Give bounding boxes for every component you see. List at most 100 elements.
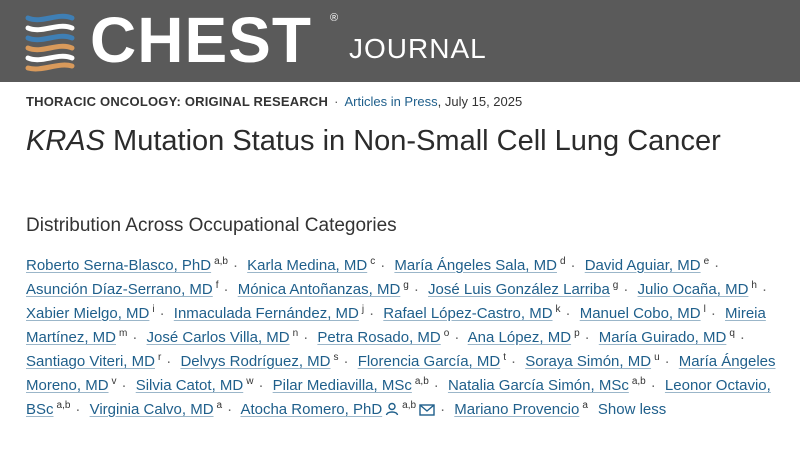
author-name-link[interactable]: Ana López, MD bbox=[467, 329, 572, 346]
author-affiliation-sup[interactable]: g bbox=[403, 280, 409, 291]
author-affiliation-sup[interactable]: q bbox=[729, 328, 735, 339]
author-name-link[interactable]: Santiago Viteri, MD bbox=[26, 353, 155, 370]
author-affiliation-sup[interactable]: e bbox=[703, 256, 710, 267]
author-name-link[interactable]: Xabier Mielgo, MD bbox=[26, 305, 150, 322]
show-less-button[interactable]: Show less bbox=[597, 401, 667, 418]
author-entry: Pilar Mediavilla, MSc a,b bbox=[272, 376, 429, 395]
author-name-link[interactable]: Petra Rosado, MD bbox=[317, 329, 441, 346]
article-subtitle: Distribution Across Occupational Categor… bbox=[26, 215, 397, 236]
author-entry: Rafael López-Castro, MD k bbox=[383, 304, 561, 323]
author-name-link[interactable]: Karla Medina, MD bbox=[247, 257, 368, 274]
author-name-link[interactable]: Virginia Calvo, MD bbox=[89, 401, 214, 418]
author-name-link[interactable]: Delvys Rodríguez, MD bbox=[180, 353, 331, 370]
author-separator: · bbox=[454, 329, 460, 346]
author-name-link[interactable]: Julio Ocaña, MD bbox=[637, 281, 749, 298]
author-affiliation-sup[interactable]: a,b bbox=[402, 400, 417, 411]
author-name-link[interactable]: Mónica Antoñanzas, MD bbox=[237, 281, 401, 298]
article-category: THORACIC ONCOLOGY: ORIGINAL RESEARCH bbox=[26, 94, 329, 109]
dna-helix-logo-icon[interactable] bbox=[22, 10, 78, 72]
author-name-link[interactable]: Manuel Cobo, MD bbox=[579, 305, 701, 322]
author-separator: · bbox=[121, 377, 127, 394]
author-separator: · bbox=[584, 329, 590, 346]
author-affiliation-sup[interactable]: l bbox=[703, 304, 706, 315]
author-name-link[interactable]: María Guirado, MD bbox=[598, 329, 727, 346]
author-name-link[interactable]: Asunción Díaz-Serrano, MD bbox=[26, 281, 213, 298]
author-name-link[interactable]: José Carlos Villa, MD bbox=[146, 329, 290, 346]
author-name-link[interactable]: José Luis González Larriba bbox=[428, 281, 610, 298]
author-affiliation-sup[interactable]: s bbox=[333, 352, 339, 363]
author-affiliation-sup[interactable]: a,b bbox=[414, 376, 429, 387]
author-entry: Soraya Simón, MD u bbox=[525, 352, 660, 371]
author-affiliation-sup[interactable]: k bbox=[555, 304, 561, 315]
author-separator: · bbox=[650, 377, 656, 394]
author-name-link[interactable]: María Ángeles Moreno, MD bbox=[26, 353, 776, 394]
email-icon[interactable] bbox=[419, 400, 435, 424]
author-affiliation-sup[interactable]: c bbox=[370, 256, 376, 267]
author-name-link[interactable]: Florencia García, MD bbox=[357, 353, 501, 370]
author-separator: · bbox=[380, 257, 386, 274]
author-name-link[interactable]: María Ángeles Sala, MD bbox=[394, 257, 557, 274]
author-name-link[interactable]: Leonor Octavio, BSc bbox=[26, 377, 771, 418]
author-separator: · bbox=[258, 377, 264, 394]
author-entry: Inmaculada Fernández, MD j bbox=[173, 304, 365, 323]
author-affiliation-sup[interactable]: a,b bbox=[56, 400, 71, 411]
author-separator: · bbox=[233, 257, 238, 274]
author-separator: · bbox=[570, 257, 576, 274]
author-name-link[interactable]: Atocha Romero, PhD bbox=[240, 401, 383, 418]
author-entry: Florencia García, MD t bbox=[357, 352, 507, 371]
author-separator: · bbox=[159, 305, 165, 322]
author-affiliation-sup[interactable]: w bbox=[246, 376, 254, 387]
article-title: KRAS Mutation Status in Non-Small Cell L… bbox=[26, 122, 766, 160]
author-name-link[interactable]: Pilar Mediavilla, MSc bbox=[272, 377, 412, 394]
author-affiliation-sup[interactable]: m bbox=[119, 328, 128, 339]
person-icon[interactable] bbox=[385, 400, 399, 424]
author-affiliation-sup[interactable]: r bbox=[157, 352, 162, 363]
author-entry: Petra Rosado, MD o bbox=[317, 328, 450, 347]
author-affiliation-sup[interactable]: g bbox=[612, 280, 619, 291]
author-list: Roberto Serna-Blasco, PhD a,b · Karla Medi… bbox=[26, 254, 786, 424]
author-separator: · bbox=[761, 281, 767, 298]
meta-separator: · bbox=[334, 94, 339, 109]
author-affiliation-sup[interactable]: n bbox=[292, 328, 299, 339]
author-entry: Santiago Viteri, MD r bbox=[26, 352, 162, 371]
author-entry: Ana López, MD p bbox=[467, 328, 580, 347]
author-separator: · bbox=[227, 401, 233, 418]
author-entry: Karla Medina, MD c bbox=[247, 256, 376, 275]
author-name-link[interactable]: Inmaculada Fernández, MD bbox=[173, 305, 359, 322]
author-affiliation-sup[interactable]: t bbox=[503, 352, 507, 363]
author-affiliation-sup[interactable]: a bbox=[582, 400, 588, 411]
author-affiliation-sup[interactable]: a bbox=[216, 400, 223, 411]
author-name-link[interactable]: David Aguiar, MD bbox=[584, 257, 701, 274]
author-affiliation-sup[interactable]: f bbox=[215, 280, 219, 291]
author-name-link[interactable]: Silvia Catot, MD bbox=[135, 377, 244, 394]
author-entry: David Aguiar, MD e bbox=[584, 256, 710, 275]
author-name-link[interactable]: Soraya Simón, MD bbox=[525, 353, 652, 370]
author-affiliation-sup[interactable]: i bbox=[152, 304, 155, 315]
author-entry: José Carlos Villa, MD n bbox=[146, 328, 299, 347]
author-name-link[interactable]: Roberto Serna-Blasco, PhD bbox=[26, 257, 212, 274]
author-entry: María Ángeles Moreno, MD v bbox=[26, 353, 776, 394]
author-affiliation-sup[interactable]: o bbox=[443, 328, 450, 339]
author-affiliation-sup[interactable]: h bbox=[751, 280, 757, 291]
author-affiliation-sup[interactable]: a,b bbox=[631, 376, 646, 387]
author-affiliation-sup[interactable]: a,b bbox=[214, 256, 228, 267]
author-affiliation-sup[interactable]: v bbox=[111, 376, 117, 387]
author-affiliation-sup[interactable]: p bbox=[574, 328, 580, 339]
author-name-link[interactable]: Rafael López-Castro, MD bbox=[383, 305, 553, 322]
author-separator: · bbox=[511, 353, 517, 370]
author-affiliation-sup[interactable]: d bbox=[559, 256, 566, 267]
author-affiliation-sup[interactable]: j bbox=[361, 304, 365, 315]
author-separator: · bbox=[433, 377, 439, 394]
author-separator: · bbox=[440, 401, 446, 418]
author-separator: · bbox=[413, 281, 419, 298]
logo-journal-text[interactable]: JOURNAL bbox=[349, 33, 487, 64]
author-separator: · bbox=[75, 401, 81, 418]
articles-in-press-link[interactable]: Articles in Press bbox=[344, 94, 438, 109]
author-name-link[interactable]: Natalia García Simón, MSc bbox=[447, 377, 629, 394]
author-name-link[interactable]: Mireia Martínez, MD bbox=[26, 305, 766, 346]
author-entry: Atocha Romero, PhD a,b bbox=[240, 401, 435, 418]
publication-date: , July 15, 2025 bbox=[437, 94, 523, 109]
author-name-link[interactable]: Mariano Provencio bbox=[454, 401, 580, 418]
logo-wordmark[interactable]: CHEST bbox=[90, 4, 312, 76]
author-affiliation-sup[interactable]: u bbox=[654, 352, 660, 363]
